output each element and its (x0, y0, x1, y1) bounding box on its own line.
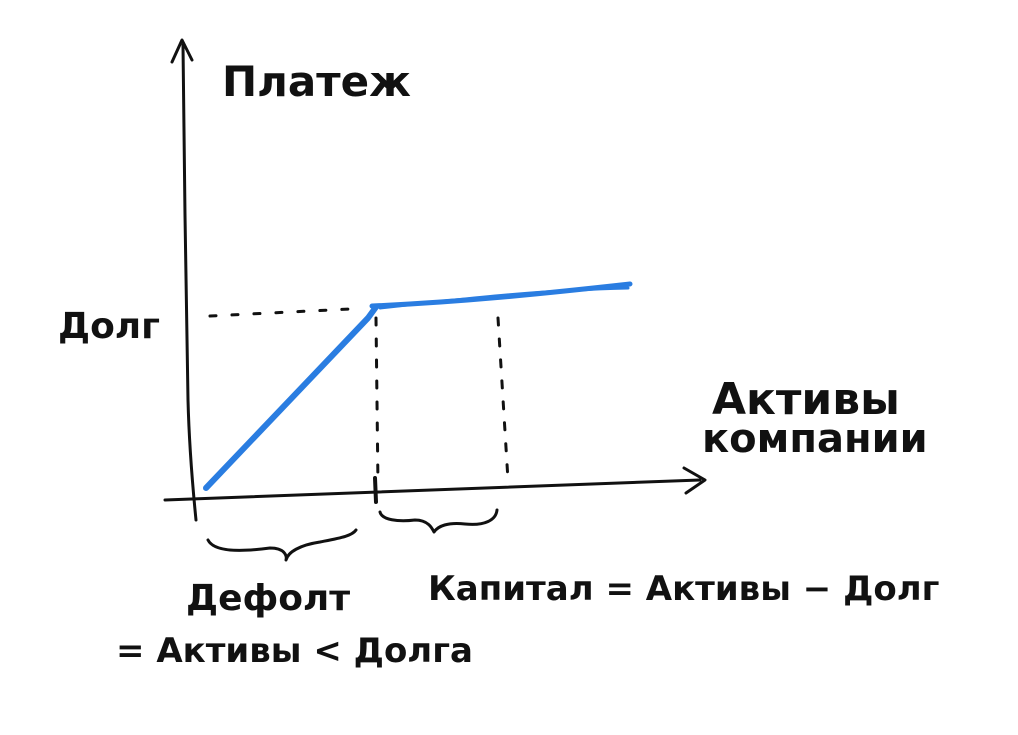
threshold-tick (373, 476, 378, 504)
default-threshold-guide (374, 316, 380, 487)
equity-label: Капитал = Активы − Долг (428, 569, 939, 609)
default-brace (206, 528, 358, 562)
debt-label: Долг (58, 306, 160, 347)
default-condition-label: = Активы < Долга (116, 631, 473, 671)
x-axis-label-line1: Активы (712, 374, 900, 425)
equity-brace (378, 508, 499, 534)
payoff-line (203, 281, 633, 491)
y-axis-label: Платеж (222, 57, 411, 106)
x-axis (163, 466, 707, 502)
debt-level-guide (208, 307, 352, 318)
x-axis-label-line2: компании (702, 416, 928, 462)
y-axis (170, 38, 198, 522)
default-label: Дефолт (186, 578, 350, 619)
equity-range-guide (496, 316, 510, 482)
